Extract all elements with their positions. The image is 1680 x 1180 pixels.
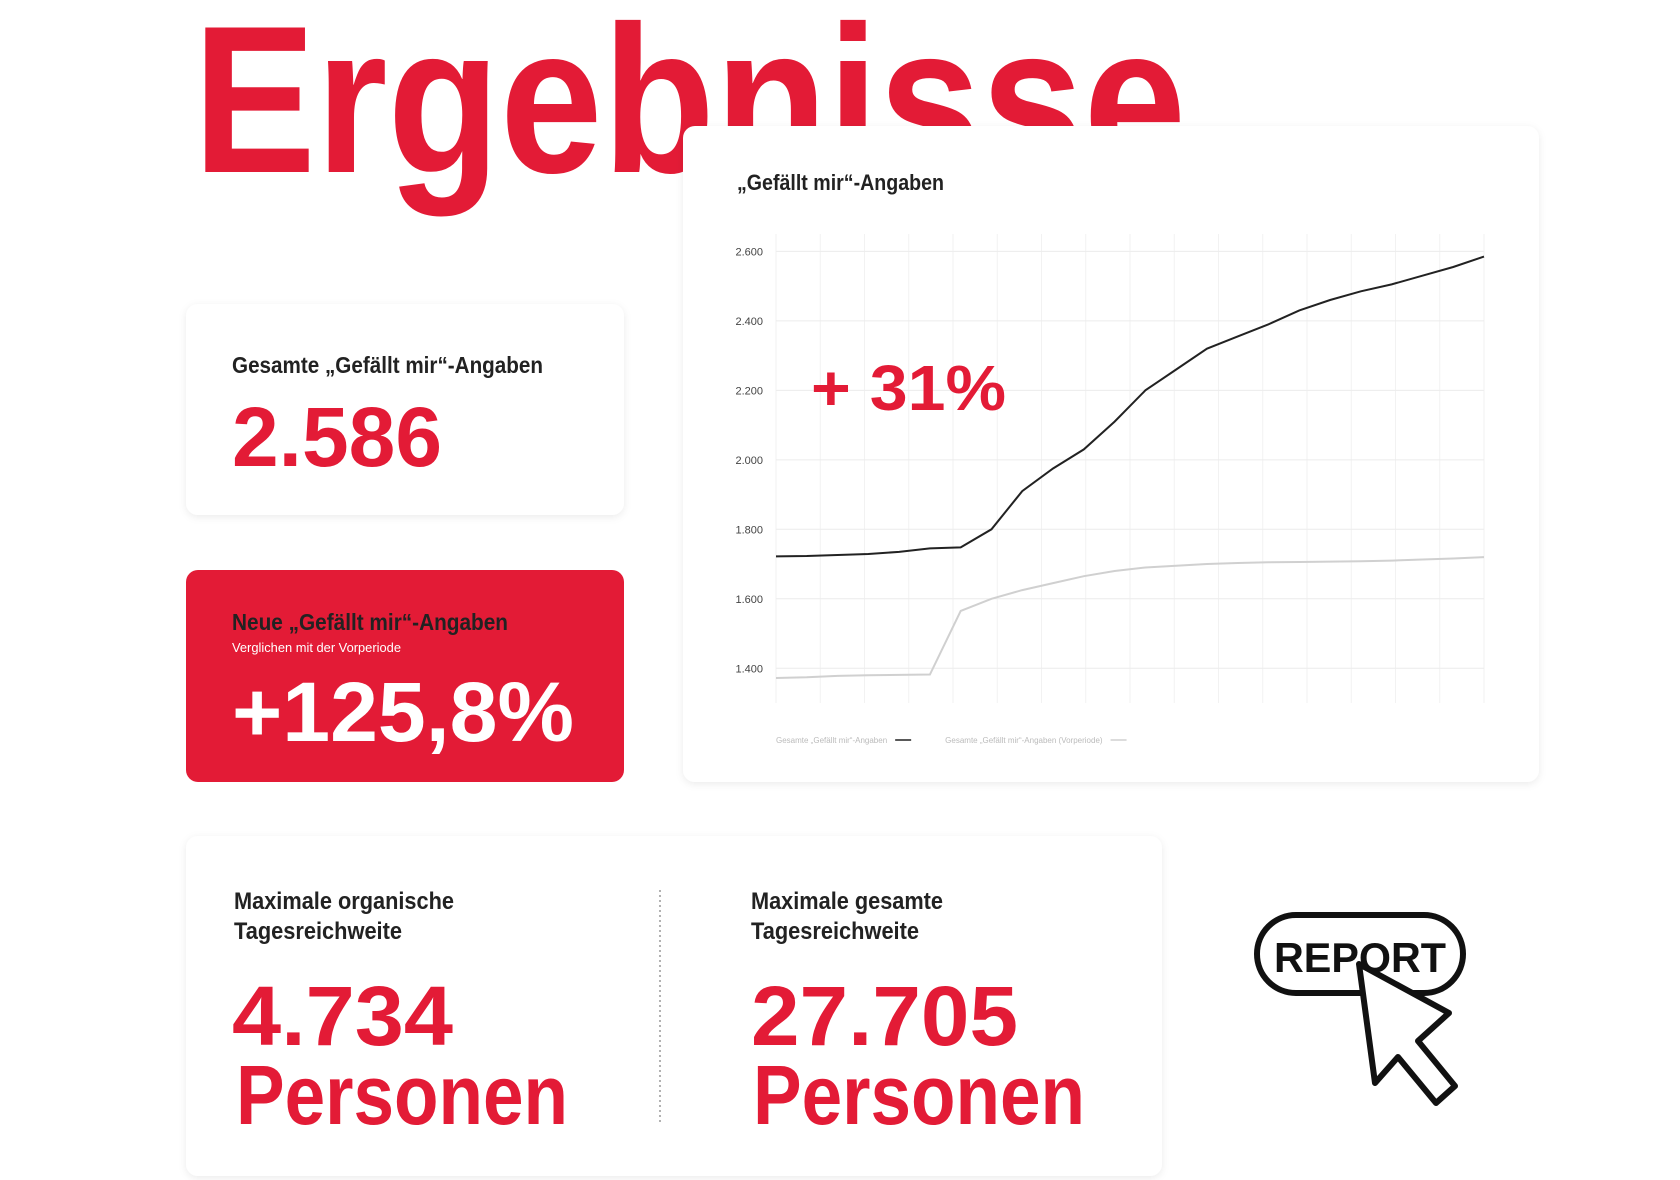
y-tick-label: 1.400 bbox=[735, 663, 763, 675]
series-line bbox=[775, 255, 1485, 558]
y-tick-label: 2.400 bbox=[735, 316, 763, 328]
cursor-icon bbox=[1356, 961, 1458, 1106]
card-value: 2.586 bbox=[232, 390, 442, 484]
stat-card bbox=[186, 304, 624, 515]
reach-label: Maximale gesamte bbox=[751, 888, 943, 915]
chart-title: „Gefällt mir“-Angaben bbox=[737, 170, 944, 195]
reach-unit: Personen bbox=[236, 1048, 568, 1142]
stat-card-highlight bbox=[186, 570, 624, 782]
reach-unit: Personen bbox=[753, 1048, 1085, 1142]
annotation: + 31% bbox=[811, 352, 1006, 424]
series-line bbox=[775, 556, 1485, 679]
card-value: +125,8% bbox=[232, 665, 574, 759]
reach-card bbox=[186, 836, 1162, 1176]
reach-label: Maximale organische bbox=[234, 888, 454, 915]
plot: 1.400 1.600 1.800 2.000 2.200 2.400 2.600 Gesam… bbox=[735, 234, 1485, 745]
reach-value: 4.734 bbox=[232, 969, 453, 1063]
reach-label: Tagesreichweite bbox=[751, 918, 919, 945]
reach-label: Tagesreichweite bbox=[234, 918, 402, 945]
card-subtitle: Verglichen mit der Vorperiode bbox=[232, 640, 401, 655]
y-tick-label: 2.200 bbox=[735, 385, 763, 397]
reach-value: 27.705 bbox=[751, 969, 1018, 1063]
chart-card bbox=[683, 126, 1539, 782]
y-tick-label: 2.600 bbox=[735, 246, 763, 258]
legend-label: Gesamte „Gefällt mir“-Angaben bbox=[776, 736, 887, 745]
report-button[interactable]: REPORT bbox=[1254, 912, 1466, 1106]
legend-label: Gesamte „Gefällt mir“-Angaben (Vorperiod… bbox=[945, 736, 1103, 745]
card-label: Neue „Gefällt mir“-Angaben bbox=[232, 609, 508, 635]
y-tick-label: 2.000 bbox=[735, 455, 763, 467]
y-tick-label: 1.600 bbox=[735, 594, 763, 606]
y-tick-label: 1.800 bbox=[735, 524, 763, 536]
card-label: Gesamte „Gefällt mir“-Angaben bbox=[232, 352, 543, 378]
